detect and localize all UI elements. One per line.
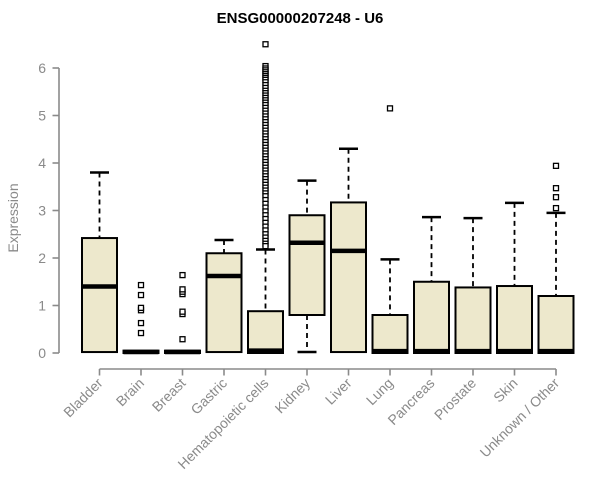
outlier-point-hematopoietic-cells <box>262 41 269 48</box>
outlier-point-unknown-other <box>552 162 560 170</box>
outlier-point-brain <box>137 319 145 327</box>
outlier-point-brain <box>137 329 145 337</box>
box-bladder <box>81 237 118 354</box>
box-prostate <box>454 286 492 355</box>
outlier-point-unknown-other <box>552 204 560 212</box>
outlier-point-unknown-other <box>552 185 560 192</box>
outlier-point-hematopoietic-cells <box>262 242 269 250</box>
outlier-point-breast <box>179 286 186 293</box>
x-tick-label-brain: Brain <box>113 375 147 409</box>
outlier-point-brain <box>137 291 145 299</box>
y-tick-label: 1 <box>38 298 46 314</box>
x-tick-label-skin: Skin <box>490 375 521 406</box>
y-tick-label: 4 <box>38 155 46 171</box>
y-tick-label: 2 <box>38 250 46 266</box>
box-lung <box>371 314 409 354</box>
x-tick-label-prostate: Prostate <box>431 375 479 423</box>
box-unknown-other <box>537 295 575 354</box>
x-tick-label-unknown-other: Unknown / Other <box>477 375 563 461</box>
x-tick-label-bladder: Bladder <box>60 375 106 421</box>
box-hematopoietic-cells <box>247 310 284 355</box>
y-tick-label: 3 <box>38 203 46 219</box>
box-liver <box>330 201 367 354</box>
y-tick-label: 0 <box>38 345 46 361</box>
x-tick-label-lung: Lung <box>363 375 396 408</box>
x-tick-label-breast: Breast <box>149 375 189 415</box>
outlier-point-brain <box>137 281 145 289</box>
outlier-point-breast <box>179 336 186 343</box>
box-skin <box>496 285 533 354</box>
outlier-point-brain <box>137 304 145 312</box>
y-tick-label: 6 <box>38 60 46 76</box>
outlier-point-breast <box>179 308 186 315</box>
box-gastric <box>205 252 243 354</box>
box-kidney <box>288 214 326 316</box>
x-tick-label-liver: Liver <box>322 375 355 408</box>
x-tick-label-kidney: Kidney <box>272 375 314 417</box>
chart-title: ENSG00000207248 - U6 <box>216 10 384 27</box>
outlier-point-breast <box>179 271 186 279</box>
box-pancreas <box>413 280 450 354</box>
outlier-point-unknown-other <box>552 194 560 201</box>
outlier-point-lung <box>386 105 394 112</box>
y-tick-label: 5 <box>38 108 46 124</box>
